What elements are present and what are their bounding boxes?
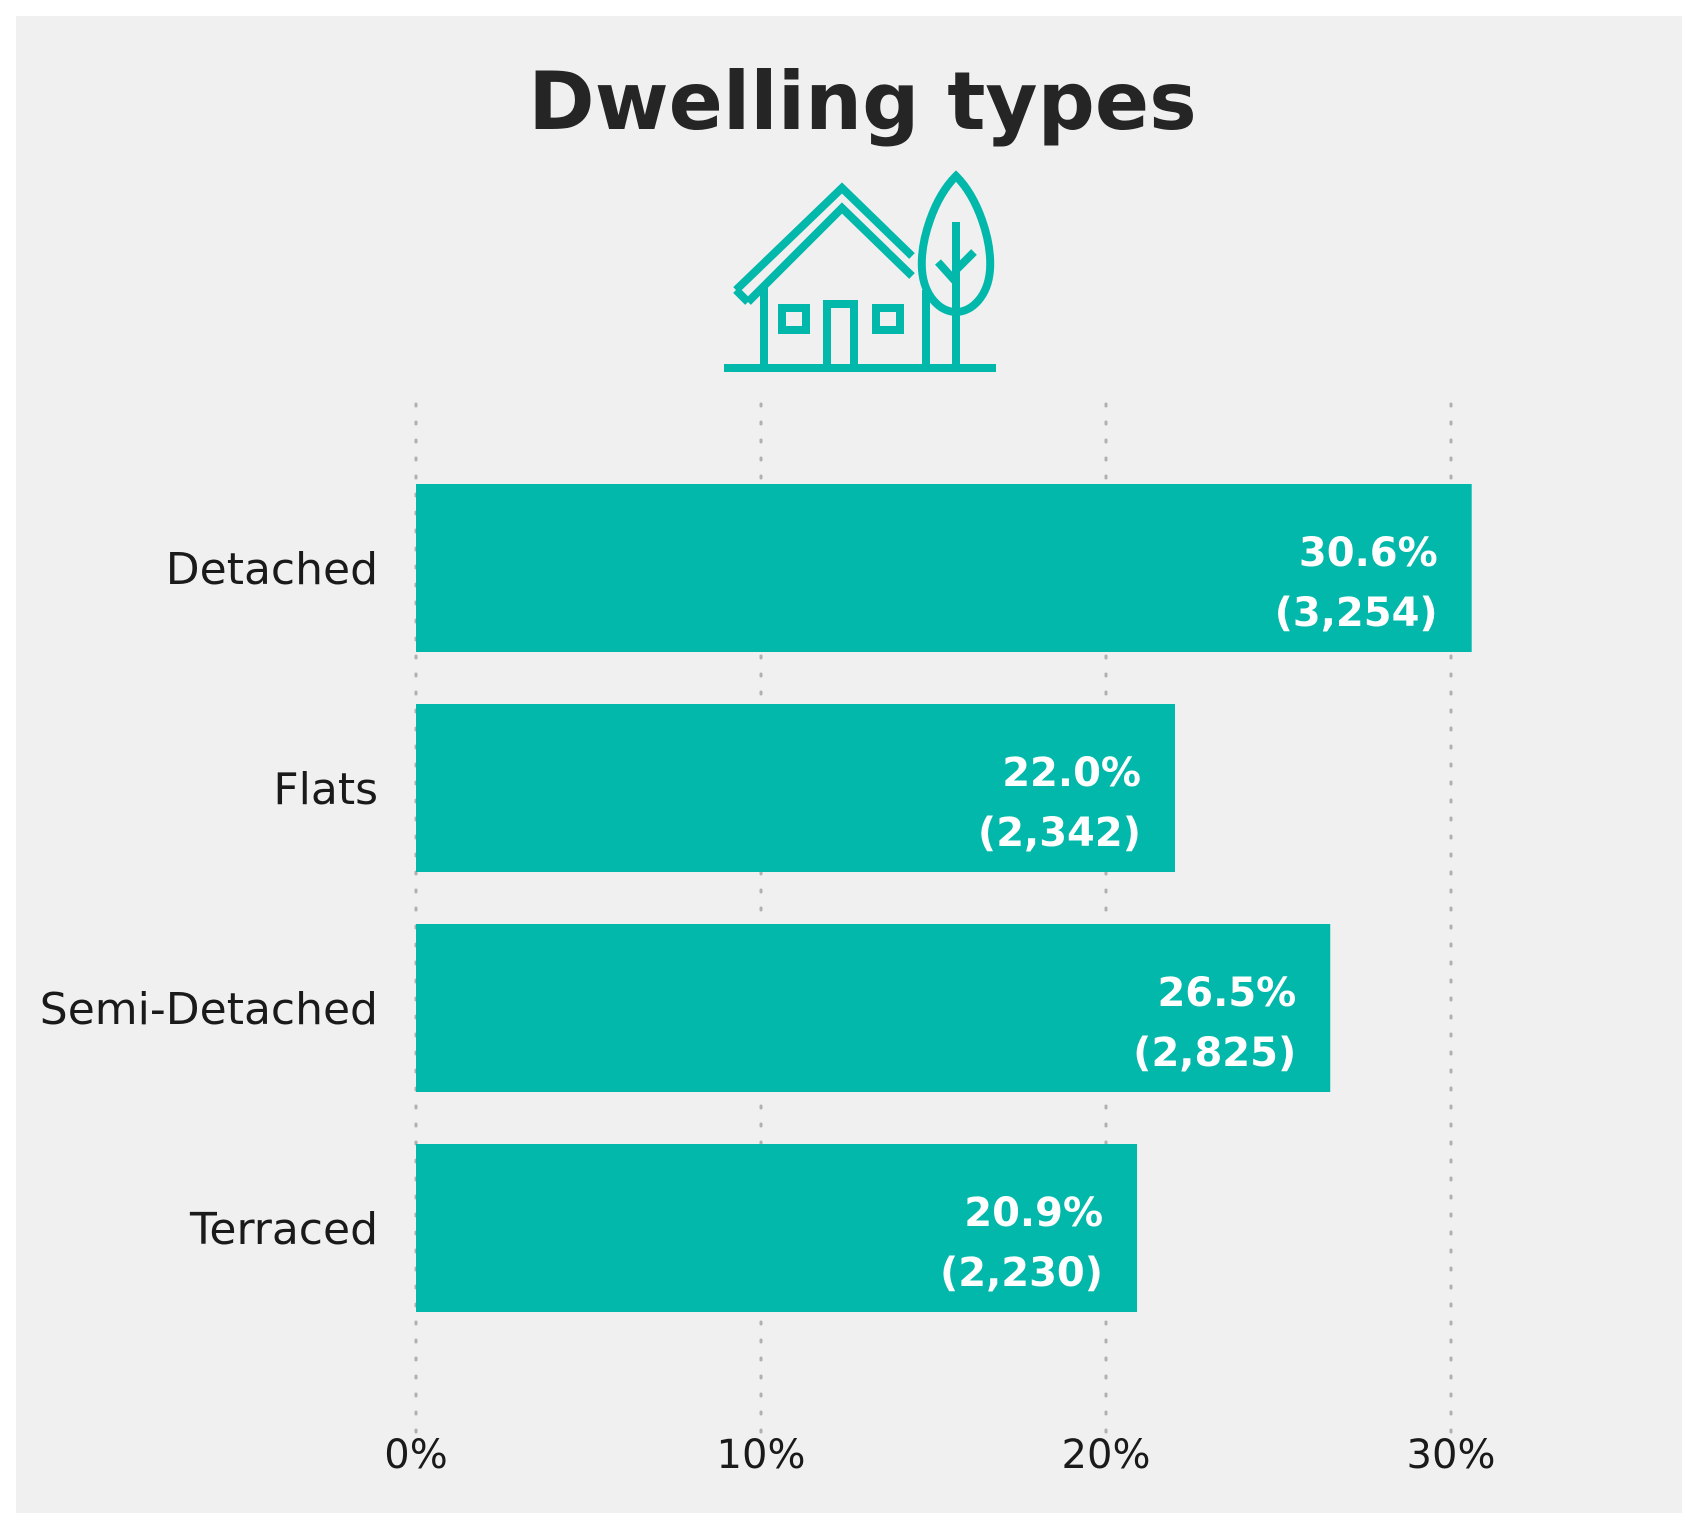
category-label: Flats bbox=[273, 764, 378, 815]
labels: 0% 10% 20% 30% Detached 30.6% (3,254) Flats 22.0… bbox=[40, 530, 1496, 1478]
bar-semi-detached bbox=[416, 924, 1331, 1092]
category-label: Semi-Detached bbox=[40, 984, 378, 1035]
bar-count-label: (2,342) bbox=[978, 810, 1141, 856]
category-label: Detached bbox=[166, 544, 378, 595]
bars bbox=[416, 484, 1472, 1312]
house-tree-icon bbox=[724, 170, 996, 372]
chart-title: Dwelling types bbox=[528, 55, 1197, 148]
x-tick-label: 0% bbox=[384, 1432, 447, 1478]
bar-value-label: 26.5% bbox=[1157, 970, 1296, 1016]
bar-count-label: (3,254) bbox=[1275, 590, 1438, 636]
bar-value-label: 30.6% bbox=[1299, 530, 1438, 576]
category-label: Terraced bbox=[189, 1204, 378, 1255]
bar-value-label: 22.0% bbox=[1002, 750, 1141, 796]
bar-count-label: (2,825) bbox=[1133, 1030, 1296, 1076]
bar-count-label: (2,230) bbox=[940, 1250, 1103, 1296]
bar-value-label: 20.9% bbox=[964, 1190, 1103, 1236]
bar-terraced bbox=[416, 1144, 1138, 1312]
x-tick-label: 20% bbox=[1062, 1432, 1151, 1478]
x-tick-label: 30% bbox=[1407, 1432, 1496, 1478]
bar-flats bbox=[416, 704, 1175, 872]
x-tick-label: 10% bbox=[717, 1432, 806, 1478]
bar-detached bbox=[416, 484, 1472, 652]
